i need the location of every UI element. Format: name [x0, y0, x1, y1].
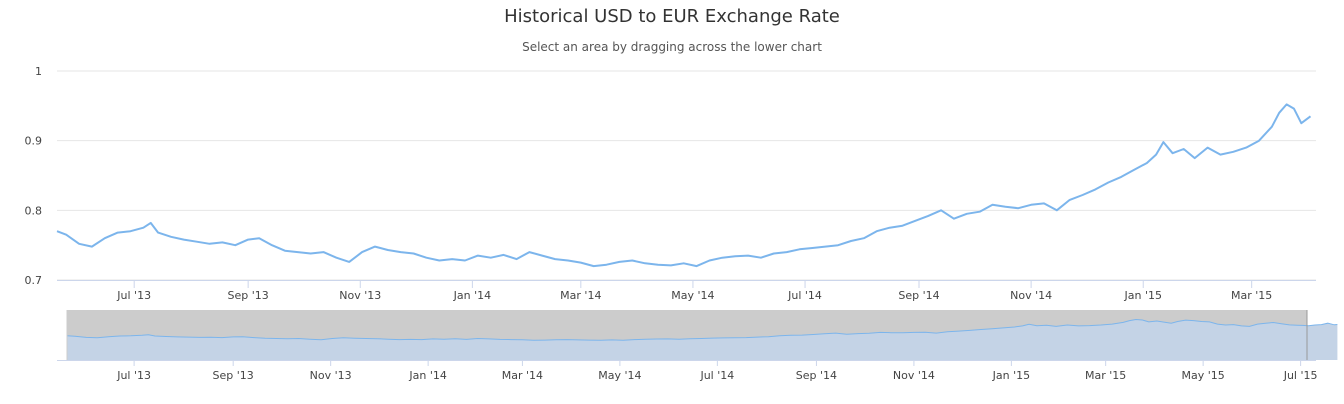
y-tick-label: 0.8 [25, 204, 43, 217]
navigator-tick-label: Nov '13 [310, 369, 352, 382]
navigator-tick-label: May '14 [598, 369, 641, 382]
navigator-tick-label: May '15 [1182, 369, 1225, 382]
navigator-tick-label: Sep '14 [796, 369, 837, 382]
x-tick-label: Mar '15 [1231, 289, 1272, 302]
x-tick-label: Nov '13 [339, 289, 381, 302]
navigator-series-area [67, 319, 1338, 360]
x-tick-label: Jan '14 [453, 289, 491, 302]
navigator-tick-label: Jan '15 [992, 369, 1030, 382]
navigator-tick-label: Mar '14 [502, 369, 543, 382]
navigator[interactable] [66, 310, 1338, 360]
x-tick-label: Sep '13 [228, 289, 269, 302]
navigator-series-line [66, 318, 1338, 341]
y-tick-label: 1 [35, 65, 42, 78]
main-x-axis: Jul '13 Sep '13 Nov '13 Jan '14 Mar '14 May '… [57, 280, 1316, 302]
series-line[interactable] [56, 103, 1312, 268]
x-tick-label: Mar '14 [560, 289, 601, 302]
navigator-tick-label: Sep '13 [213, 369, 254, 382]
y-tick-label: 0.9 [25, 135, 43, 148]
navigator-tick-label: Nov '14 [893, 369, 935, 382]
navigator-tick-label: Jul '15 [1283, 369, 1318, 382]
x-tick-label: Jul '14 [787, 289, 822, 302]
navigator-tick-label: Jan '14 [408, 369, 446, 382]
navigator-x-axis: Jul '13 Sep '13 Nov '13 Jan '14 Mar '14 May '… [57, 360, 1318, 382]
x-tick-label: Jul '13 [116, 289, 151, 302]
x-tick-label: Nov '14 [1010, 289, 1052, 302]
main-plot-area[interactable] [56, 103, 1312, 268]
navigator-tick-label: Jul '14 [699, 369, 734, 382]
main-gridlines [57, 70, 1316, 281]
navigator-tick-label: Jul '13 [116, 369, 151, 382]
y-tick-label: 0.7 [25, 274, 43, 287]
x-tick-label: Sep '14 [898, 289, 939, 302]
main-y-axis: 0.7 0.8 0.9 1 [25, 65, 43, 287]
navigator-tick-label: Mar '15 [1085, 369, 1126, 382]
chart-subtitle: Select an area by dragging across the lo… [522, 40, 822, 54]
x-tick-label: Jan '15 [1123, 289, 1161, 302]
x-tick-label: May '14 [671, 289, 714, 302]
chart-title: Historical USD to EUR Exchange Rate [504, 6, 840, 27]
